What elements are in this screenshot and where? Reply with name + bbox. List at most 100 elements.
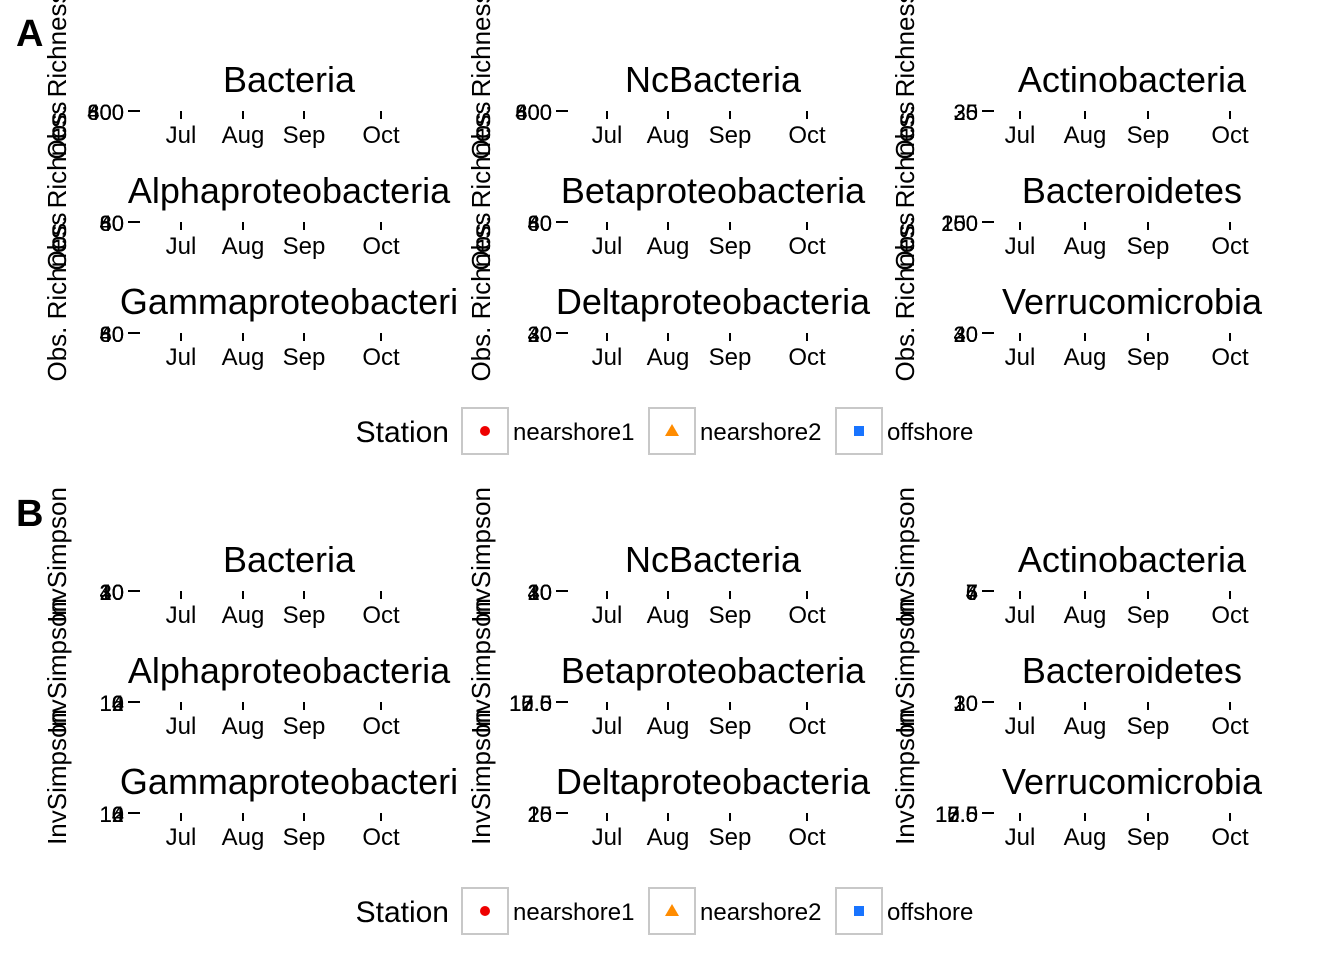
legend-entry-nearshore1: nearshore1 [461, 407, 634, 455]
x-tick-label: Jul [1005, 824, 1036, 851]
y-axis-title: InvSimpson [466, 598, 496, 734]
x-tick-label: Jul [1005, 233, 1036, 260]
y-tick-label: 7 [966, 580, 978, 605]
x-tick-label: Sep [1127, 233, 1170, 260]
y-tick-label: 20 [100, 580, 124, 605]
legend-key-box [835, 407, 883, 455]
y-tick-label: 40 [528, 322, 552, 347]
y-axis-title: InvSimpson [890, 598, 920, 734]
facet-title: NcBacteria [625, 539, 802, 580]
y-tick-label: 30 [100, 580, 124, 605]
x-tick-label: Aug [222, 122, 265, 149]
x-tick-label: Aug [647, 122, 690, 149]
facet-title: Verrucomicrobia [1002, 281, 1263, 322]
square-marker [854, 906, 864, 916]
y-tick-label: 25 [954, 100, 978, 125]
x-tick-label: Aug [647, 602, 690, 629]
x-tick-label: Oct [362, 602, 400, 629]
x-tick-label: Oct [788, 344, 826, 371]
facet-title: Alphaproteobacteria [128, 650, 451, 691]
x-tick-label: Aug [222, 713, 265, 740]
x-tick-label: Oct [362, 713, 400, 740]
y-tick-label: 15.0 [509, 691, 552, 716]
y-tick-label: 14 [100, 802, 124, 827]
y-axis-title: Obs. Richness [466, 212, 496, 381]
y-tick-label: 80 [100, 322, 124, 347]
y-axis-title: Obs. Richness [890, 0, 920, 160]
y-tick-label: 16 [100, 802, 124, 827]
x-tick-label: Jul [166, 602, 197, 629]
y-tick-label: 40 [100, 580, 124, 605]
legend-label: nearshore1 [513, 419, 634, 446]
y-axis-title: Obs. Richness [42, 212, 72, 381]
y-tick-label: 12.5 [935, 802, 978, 827]
x-tick-label: Sep [1127, 713, 1170, 740]
y-tick-label: 10 [100, 691, 124, 716]
x-tick-label: Oct [1211, 713, 1249, 740]
y-axis-title: InvSimpson [890, 709, 920, 845]
y-tick-label: 150 [941, 211, 978, 236]
y-tick-label: 6 [966, 580, 978, 605]
y-tick-label: 20 [528, 580, 552, 605]
x-tick-label: Oct [1211, 344, 1249, 371]
x-tick-label: Sep [709, 713, 752, 740]
y-tick-label: 250 [941, 211, 978, 236]
x-tick-label: Oct [788, 122, 826, 149]
y-tick-label: 400 [515, 100, 552, 125]
x-tick-label: Oct [1211, 122, 1249, 149]
x-tick-label: Jul [592, 344, 623, 371]
x-tick-label: Aug [222, 344, 265, 371]
x-tick-label: Aug [222, 233, 265, 260]
x-tick-label: Jul [592, 122, 623, 149]
facet-title: Deltaproteobacteria [556, 761, 871, 802]
y-tick-label: 600 [515, 100, 552, 125]
y-tick-label: 10 [954, 691, 978, 716]
legend-entry-offshore: offshore [835, 887, 973, 935]
y-tick-label: 17.5 [509, 691, 552, 716]
y-tick-label: 16 [100, 691, 124, 716]
x-tick-label: Aug [647, 713, 690, 740]
legend-entry-nearshore1: nearshore1 [461, 887, 634, 935]
y-tick-label: 30 [954, 100, 978, 125]
legend-entry-nearshore2: nearshore2 [648, 887, 821, 935]
facet-title: Bacteroidetes [1022, 650, 1242, 691]
y-tick-label: 800 [87, 100, 124, 125]
y-tick-label: 60 [100, 322, 124, 347]
x-tick-label: Jul [166, 713, 197, 740]
y-tick-label: 12.5 [509, 691, 552, 716]
y-tick-label: 60 [528, 211, 552, 236]
legend: Station nearshore1 nearshore2 offshore [356, 407, 973, 455]
y-tick-label: 60 [100, 211, 124, 236]
y-tick-label: 40 [954, 322, 978, 347]
y-tick-label: 10 [100, 580, 124, 605]
x-tick-label: Oct [1211, 602, 1249, 629]
y-tick-label: 600 [87, 100, 124, 125]
x-tick-label: Jul [592, 233, 623, 260]
x-tick-label: Jul [166, 233, 197, 260]
facet-title: Betaproteobacteria [561, 650, 866, 691]
y-tick-label: 200 [941, 211, 978, 236]
y-axis-title: InvSimpson [42, 598, 72, 734]
facet-title: NcBacteria [625, 59, 802, 100]
x-tick-label: Aug [1064, 602, 1107, 629]
facet-title: Bacteria [223, 539, 356, 580]
y-tick-label: 80 [528, 211, 552, 236]
x-tick-label: Aug [222, 602, 265, 629]
x-tick-label: Oct [788, 233, 826, 260]
x-tick-label: Aug [1064, 122, 1107, 149]
x-tick-label: Sep [709, 824, 752, 851]
y-axis-title: Obs. Richness [42, 101, 72, 270]
legend-title: Station [356, 416, 449, 449]
x-tick-label: Sep [709, 122, 752, 149]
y-tick-label: 30 [954, 691, 978, 716]
y-tick-label: 10.0 [509, 691, 552, 716]
facet-title: Bacteroidetes [1022, 170, 1242, 211]
x-tick-label: Sep [283, 602, 326, 629]
